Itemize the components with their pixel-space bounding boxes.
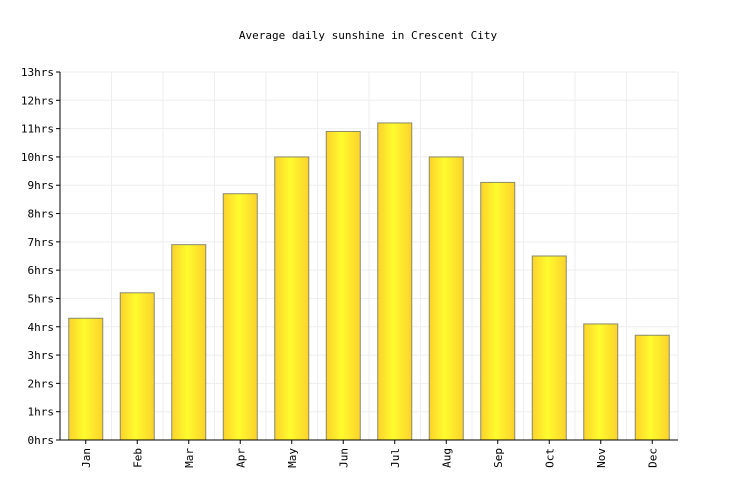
y-tick-label: 1hrs bbox=[28, 406, 55, 419]
x-tick-label: Mar bbox=[183, 448, 196, 468]
y-tick-label: 5hrs bbox=[28, 292, 55, 305]
bar-nov bbox=[583, 323, 619, 441]
x-tick-label: Feb bbox=[131, 448, 144, 468]
bar-dec bbox=[634, 334, 670, 441]
y-tick-label: 13hrs bbox=[21, 66, 54, 79]
y-tick-label: 6hrs bbox=[28, 264, 55, 277]
bar-apr bbox=[222, 193, 258, 441]
x-tick-label: Jun bbox=[337, 448, 350, 468]
y-tick-label: 4hrs bbox=[28, 321, 55, 334]
x-tick-label: May bbox=[286, 448, 299, 468]
y-tick-label: 10hrs bbox=[21, 151, 54, 164]
chart-title: Average daily sunshine in Crescent City bbox=[238, 29, 498, 42]
x-tick-label: Sep bbox=[492, 448, 505, 468]
y-tick-label: 11hrs bbox=[21, 123, 54, 136]
bar-aug bbox=[428, 156, 464, 441]
bars bbox=[68, 122, 670, 441]
x-tick-label: Dec bbox=[646, 448, 659, 468]
bar-sep bbox=[480, 181, 516, 441]
y-tick-label: 2hrs bbox=[28, 377, 55, 390]
bar-jan bbox=[68, 317, 104, 441]
x-tick-label: Jul bbox=[389, 448, 402, 468]
y-tick-label: 3hrs bbox=[28, 349, 55, 362]
x-tick-label: Aug bbox=[440, 448, 453, 468]
bar-jun bbox=[325, 130, 361, 441]
grid bbox=[60, 71, 679, 440]
bar-jul bbox=[377, 122, 413, 441]
bar-feb bbox=[119, 292, 155, 441]
bar-mar bbox=[171, 244, 207, 441]
x-axis-tick-labels: Jan Feb Mar Apr May Jun Jul Aug Sep Oct Nov Dec bbox=[80, 448, 660, 468]
y-tick-label: 8hrs bbox=[28, 208, 55, 221]
x-tick-label: Jan bbox=[80, 448, 93, 468]
bar-may bbox=[274, 156, 310, 441]
x-tick-label: Nov bbox=[595, 448, 608, 468]
y-axis-tick-labels: 0hrs 1hrs 2hrs 3hrs 4hrs 5hrs 6hrs 7hrs 8hrs 9hrs… bbox=[21, 66, 54, 447]
x-tick-label: Apr bbox=[234, 448, 247, 468]
y-tick-label: 0hrs bbox=[28, 434, 55, 447]
y-tick-label: 7hrs bbox=[28, 236, 55, 249]
bar-oct bbox=[531, 255, 567, 441]
y-tick-label: 12hrs bbox=[21, 94, 54, 107]
axes bbox=[56, 71, 678, 444]
y-tick-label: 9hrs bbox=[28, 179, 55, 192]
x-tick-label: Oct bbox=[543, 448, 556, 468]
